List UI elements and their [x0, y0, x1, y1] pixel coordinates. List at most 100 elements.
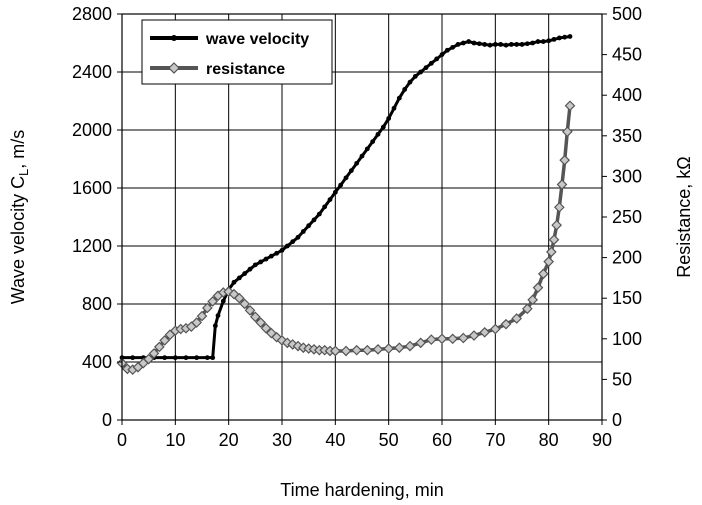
- data-point: [562, 34, 568, 40]
- data-point: [543, 256, 555, 268]
- data-point: [471, 40, 477, 46]
- y-right-tick-label: 500: [612, 4, 642, 24]
- data-point: [551, 219, 563, 231]
- data-point: [153, 341, 165, 353]
- y-left-tick-label: 1600: [72, 178, 112, 198]
- tick-labels: 0 10 20 30 40 50 60 70 80 90040080012001600200024…: [72, 4, 642, 450]
- data-point: [191, 317, 203, 328]
- data-point: [540, 39, 546, 44]
- data-point: [239, 298, 251, 310]
- legend-marker: [168, 62, 180, 74]
- y-right-tick-label: 200: [612, 248, 642, 268]
- data-point: [361, 344, 373, 356]
- x-tick-label: 60: [432, 430, 452, 450]
- data-point: [343, 175, 349, 181]
- data-point: [450, 44, 456, 50]
- data-point: [439, 52, 445, 57]
- data-point: [391, 105, 397, 111]
- y-right-tick-label: 100: [612, 329, 642, 349]
- data-point: [263, 256, 269, 262]
- data-point: [535, 39, 541, 44]
- legend: wave velocity resistance: [141, 19, 333, 85]
- y-axis-left-title-subscript: L: [16, 169, 31, 176]
- data-point: [482, 42, 488, 47]
- x-tick-label: 20: [219, 430, 239, 450]
- x-tick-label: 10: [165, 430, 185, 450]
- y-axis-right-title: Resistance, kΩ: [674, 156, 694, 278]
- data-point: [519, 42, 525, 47]
- data-point: [348, 168, 354, 174]
- data-point: [236, 275, 242, 281]
- data-point: [332, 189, 338, 195]
- data-point: [375, 131, 381, 137]
- data-point: [268, 253, 274, 259]
- data-point: [316, 211, 322, 217]
- data-point: [295, 234, 301, 240]
- data-point: [207, 296, 219, 307]
- data-point: [327, 197, 333, 203]
- data-point: [201, 302, 213, 314]
- data-point: [249, 311, 261, 323]
- data-point: [247, 266, 253, 272]
- data-point: [215, 313, 221, 318]
- data-point: [489, 323, 501, 335]
- y-right-tick-label: 250: [612, 207, 642, 227]
- data-point: [527, 294, 539, 306]
- y-right-tick-label: 350: [612, 126, 642, 146]
- data-point: [172, 355, 178, 361]
- y-left-tick-label: 2000: [72, 120, 112, 140]
- data-point: [404, 340, 416, 352]
- y-axis-left-title-main: Wave velocity C: [8, 176, 28, 304]
- data-point: [396, 95, 402, 101]
- data-point: [338, 182, 344, 188]
- series-line: [122, 35, 571, 360]
- data-point: [559, 154, 571, 166]
- data-point: [521, 303, 533, 315]
- data-point: [354, 160, 360, 166]
- data-point: [194, 355, 200, 361]
- y-right-tick-label: 400: [612, 85, 642, 105]
- data-point: [498, 42, 504, 47]
- data-point: [159, 335, 171, 346]
- data-point: [460, 40, 466, 46]
- data-point: [503, 42, 509, 48]
- data-point: [492, 42, 498, 47]
- data-point: [212, 323, 218, 329]
- data-point: [466, 39, 472, 44]
- x-tick-label: 0: [117, 430, 127, 450]
- data-point: [393, 342, 405, 354]
- data-point: [380, 124, 386, 130]
- legend-label: wave velocity: [205, 31, 309, 48]
- data-point: [511, 313, 523, 324]
- data-point: [567, 34, 573, 39]
- legend-label: resistance: [206, 61, 285, 78]
- data-point: [183, 355, 189, 361]
- data-point: [260, 322, 272, 334]
- data-point: [553, 201, 565, 213]
- data-point: [306, 223, 312, 229]
- data-point: [386, 116, 392, 121]
- data-point: [561, 126, 573, 138]
- data-point: [204, 355, 210, 361]
- data-point: [370, 139, 376, 145]
- data-point: [274, 250, 280, 256]
- y-right-tick-label: 0: [612, 410, 622, 430]
- legend-item: wave velocity: [150, 31, 309, 48]
- data-point: [284, 243, 290, 249]
- data-point: [196, 310, 208, 322]
- data-point: [436, 333, 448, 345]
- y-left-tick-label: 2800: [72, 4, 112, 24]
- y-left-tick-label: 0: [102, 410, 112, 430]
- y-left-tick-label: 1200: [72, 236, 112, 256]
- data-point: [564, 100, 576, 112]
- data-point: [530, 40, 536, 46]
- data-point: [551, 36, 557, 42]
- data-point: [508, 42, 514, 47]
- data-point: [556, 179, 568, 190]
- x-tick-label: 80: [539, 430, 559, 450]
- series-resistance: [116, 100, 576, 376]
- data-point: [455, 42, 461, 47]
- data-point: [415, 337, 427, 349]
- data-point: [148, 348, 160, 359]
- series-layer: [116, 34, 576, 376]
